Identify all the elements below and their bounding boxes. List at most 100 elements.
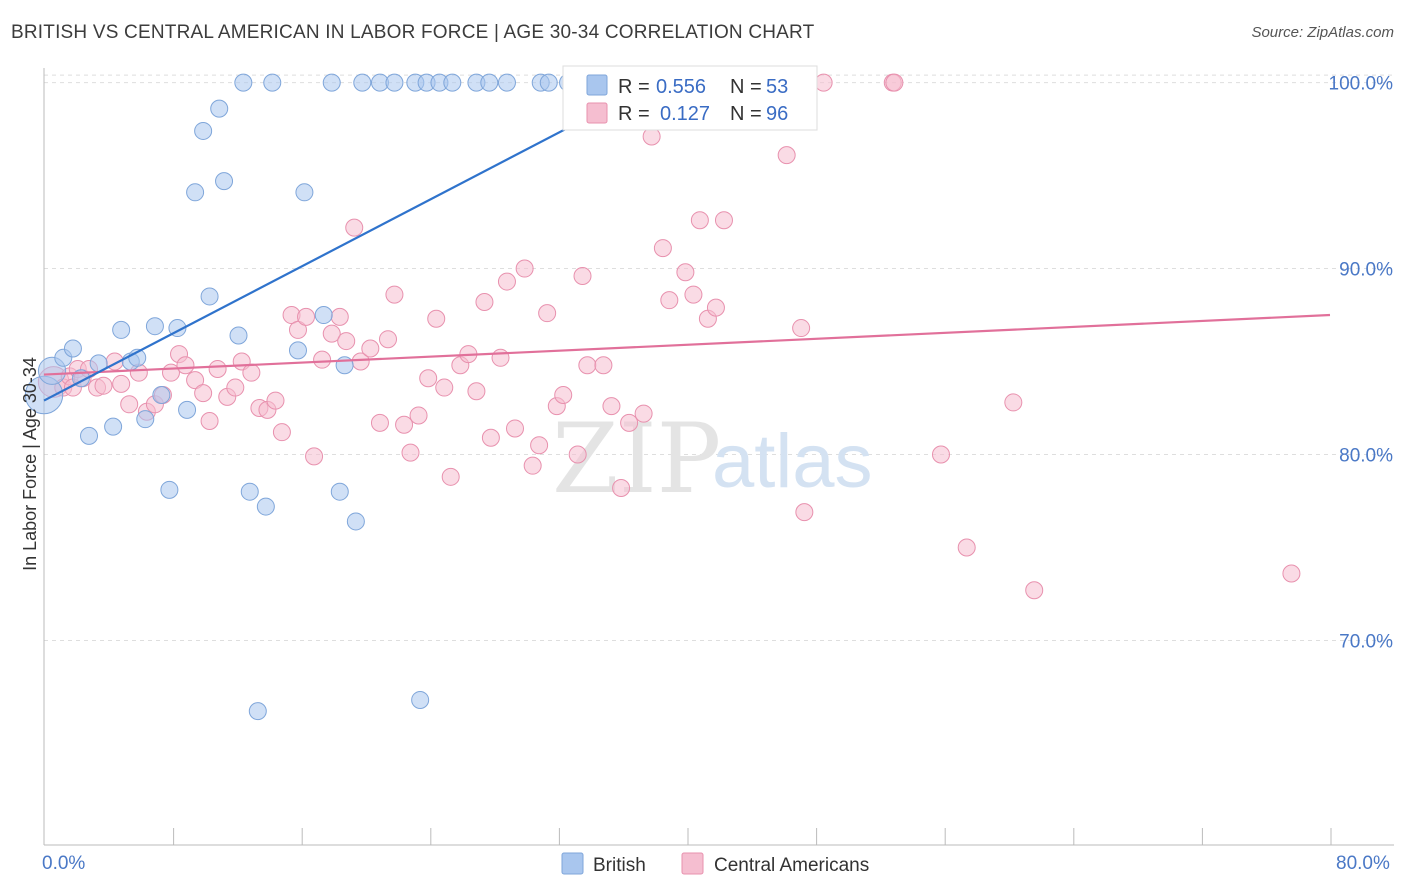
british-point — [194, 121, 213, 140]
british-point — [229, 326, 248, 345]
central-americans-point — [385, 285, 404, 304]
central-americans-point — [885, 73, 904, 92]
central-americans-point — [266, 391, 285, 410]
british-point — [330, 482, 349, 501]
central-americans-point — [194, 384, 213, 403]
central-americans-point — [288, 320, 307, 339]
central-americans-point — [200, 412, 219, 431]
legend-r-value-british: 0.556 — [656, 76, 706, 98]
british-point — [248, 702, 267, 721]
british-point — [263, 73, 282, 92]
central-americans-point — [634, 404, 653, 423]
central-americans-point — [337, 332, 356, 351]
central-americans-point — [523, 456, 542, 475]
central-americans-point — [684, 285, 703, 304]
british-point — [288, 341, 307, 360]
british-point — [136, 410, 155, 429]
british-point — [104, 417, 123, 436]
central-americans-point — [660, 291, 679, 310]
watermark-atlas: atlas — [712, 419, 873, 504]
central-americans-point — [777, 146, 796, 165]
central-americans-point — [620, 413, 639, 432]
british-point — [178, 400, 197, 419]
legend-r-label-british: R = — [618, 76, 650, 98]
central-americans-point — [176, 356, 195, 375]
bottom-legend-label-british: British — [593, 855, 646, 876]
central-americans-point — [795, 503, 814, 522]
british-point — [411, 690, 430, 709]
central-americans-point — [475, 293, 494, 312]
central-americans-point — [714, 211, 733, 230]
central-americans-point — [491, 348, 510, 367]
british-point — [240, 482, 259, 501]
british-point — [314, 306, 333, 325]
central-americans-point — [427, 309, 446, 328]
legend: R = 0.556 N = 53 R = 0.127 N = 96 — [562, 65, 818, 131]
central-americans-point — [1282, 564, 1301, 583]
british-point — [152, 385, 171, 404]
central-americans-point — [361, 339, 380, 358]
central-americans-point — [401, 443, 420, 462]
legend-r-label-central-americans: R = — [618, 103, 650, 125]
british-point — [63, 339, 82, 358]
central-americans-point — [792, 319, 811, 338]
central-americans-point — [441, 467, 460, 486]
central-americans-point — [208, 359, 227, 378]
central-americans-point — [530, 436, 549, 455]
legend-swatch-british — [586, 74, 608, 96]
central-americans-point — [330, 307, 349, 326]
central-americans-point — [305, 447, 324, 466]
british-point — [256, 497, 275, 516]
chart-title: BRITISH VS CENTRAL AMERICAN IN LABOR FOR… — [11, 22, 815, 43]
central-americans-point — [435, 378, 454, 397]
central-americans-point — [568, 445, 587, 464]
central-americans-point — [642, 127, 661, 146]
central-americans-point — [120, 395, 139, 414]
central-americans-point — [297, 307, 316, 326]
central-americans-point — [419, 369, 438, 388]
y-tick-label: 70.0% — [1339, 631, 1393, 652]
british-point — [322, 73, 341, 92]
bottom-legend-swatch-central-americans — [681, 852, 704, 875]
legend-r-value-central-americans: 0.127 — [660, 103, 710, 125]
central-americans-point — [578, 356, 597, 375]
y-axis-title: In Labor Force | Age 30-34 — [20, 357, 40, 571]
y-tick-label: 100.0% — [1329, 74, 1394, 95]
central-americans-point — [594, 356, 613, 375]
central-americans-point — [370, 413, 389, 432]
legend-swatch-central-americans — [586, 102, 608, 124]
central-americans-point — [676, 263, 695, 282]
central-americans-point — [573, 266, 592, 285]
british-point — [234, 73, 253, 92]
central-americans-point — [186, 371, 205, 390]
central-americans-point — [957, 538, 976, 557]
central-americans-point — [538, 304, 557, 323]
central-americans-point — [1025, 581, 1044, 600]
central-americans-point — [467, 382, 486, 401]
british-point — [145, 317, 164, 336]
british-point — [480, 73, 499, 92]
x-tick-label-min: 0.0% — [42, 853, 85, 874]
central-americans-points — [37, 73, 1301, 600]
central-americans-point — [112, 374, 131, 393]
central-americans-point — [554, 385, 573, 404]
british-point — [295, 183, 314, 202]
central-americans-point — [505, 419, 524, 438]
central-americans-point — [242, 363, 261, 382]
legend-n-label-central-americans: N = — [730, 103, 762, 125]
central-americans-point — [313, 350, 332, 369]
legend-n-value-central-americans: 96 — [766, 103, 788, 125]
axes — [43, 68, 1394, 846]
watermark: ZIP atlas — [552, 403, 873, 515]
x-tick-label-max: 80.0% — [1336, 853, 1390, 874]
central-americans-point — [481, 428, 500, 447]
central-americans-point — [497, 272, 516, 291]
british-trend-line — [43, 81, 656, 402]
central-americans-point — [322, 324, 341, 343]
y-tick-label: 90.0% — [1339, 260, 1393, 281]
british-point — [215, 172, 234, 191]
bottom-legend-swatch-british — [561, 852, 584, 875]
central-americans-point — [931, 445, 950, 464]
central-americans-point — [379, 330, 398, 349]
british-point — [112, 320, 131, 339]
